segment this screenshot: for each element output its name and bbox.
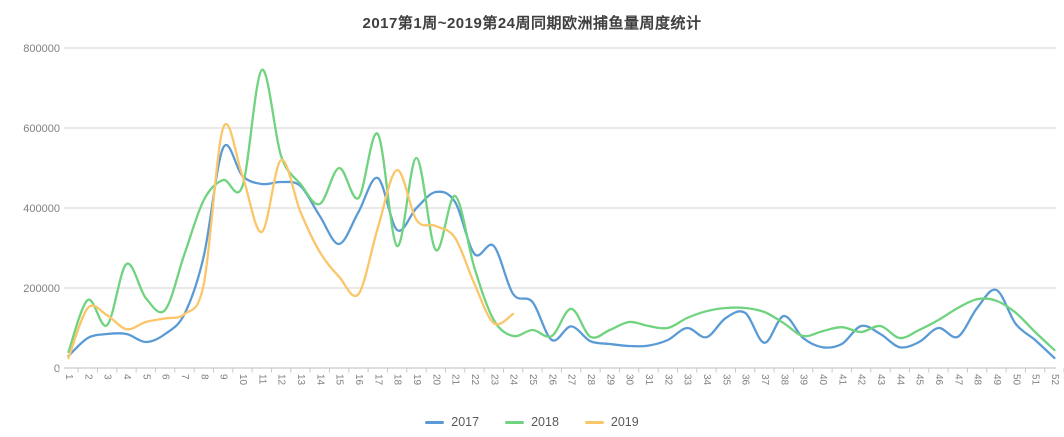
x-axis-label: 35 <box>720 374 731 386</box>
x-axis-label: 21 <box>450 374 461 386</box>
x-axis-label: 36 <box>740 374 751 386</box>
x-axis-label: 16 <box>353 374 364 386</box>
x-axis-label: 43 <box>875 374 886 386</box>
y-axis-label: 400000 <box>23 203 60 215</box>
x-axis-label: 42 <box>856 374 867 386</box>
x-axis-label: 30 <box>624 374 635 386</box>
x-axis-label: 40 <box>817 374 828 386</box>
x-axis-label: 46 <box>933 374 944 386</box>
x-axis-label: 22 <box>469 374 480 386</box>
legend: 2017 2018 2019 <box>0 415 1064 429</box>
x-axis-label: 51 <box>1030 374 1041 386</box>
x-axis-label: 1 <box>63 374 74 380</box>
y-axis-label: 0 <box>54 363 60 375</box>
x-axis-label: 24 <box>508 374 519 386</box>
legend-swatch-2017 <box>425 420 445 424</box>
x-axis-label: 20 <box>430 374 441 386</box>
x-axis-label: 39 <box>798 374 809 386</box>
x-axis-label: 7 <box>179 374 190 380</box>
x-axis-label: 4 <box>121 374 132 380</box>
x-axis-label: 27 <box>566 374 577 386</box>
x-axis-label: 26 <box>546 374 557 386</box>
y-axis-label: 600000 <box>23 123 60 135</box>
x-axis-label: 2 <box>82 374 93 380</box>
x-axis-label: 47 <box>952 374 963 386</box>
legend-label-2017: 2017 <box>451 415 480 429</box>
x-axis-label: 41 <box>836 374 847 386</box>
x-axis-label: 15 <box>334 374 345 386</box>
x-axis-label: 5 <box>140 374 151 380</box>
x-axis-label: 17 <box>372 374 383 386</box>
legend-swatch-2018 <box>505 420 525 424</box>
x-axis-label: 45 <box>914 374 925 386</box>
x-axis-label: 19 <box>411 374 422 386</box>
x-axis-label: 13 <box>295 374 306 386</box>
x-axis-label: 18 <box>392 374 403 386</box>
x-axis-label: 10 <box>237 374 248 386</box>
x-axis-label: 14 <box>314 374 325 386</box>
chart-title: 2017第1周~2019第24周同期欧洲捕鱼量周度统计 <box>362 15 702 32</box>
x-axis-label: 9 <box>218 374 229 380</box>
y-axis-label: 200000 <box>23 283 60 295</box>
x-axis-label: 44 <box>894 374 905 386</box>
x-axis-label: 8 <box>198 374 209 380</box>
x-axis-label: 3 <box>102 374 113 380</box>
legend-item-2018: 2018 <box>505 415 559 429</box>
x-axis-label: 6 <box>160 374 171 380</box>
legend-item-2019: 2019 <box>584 415 639 429</box>
legend-label-2018: 2018 <box>531 415 559 429</box>
x-axis-label: 32 <box>662 374 673 386</box>
x-axis-label: 50 <box>1010 374 1021 386</box>
x-axis-label: 28 <box>585 374 596 386</box>
x-axis-label: 34 <box>701 374 712 386</box>
x-axis-label: 37 <box>759 374 770 386</box>
series-2019-line <box>67 123 515 360</box>
x-axis-label: 25 <box>527 374 538 386</box>
legend-swatch-2019 <box>584 420 604 424</box>
x-axis-label: 11 <box>256 374 267 385</box>
series-2017-line <box>67 143 1056 360</box>
x-axis-label: 48 <box>972 374 983 386</box>
x-axis-label: 12 <box>276 374 287 386</box>
x-axis-label: 33 <box>682 374 693 386</box>
x-axis-label: 23 <box>488 374 499 386</box>
y-axis-label: 800000 <box>23 43 60 55</box>
legend-item-2017: 2017 <box>425 415 479 429</box>
series-2018-line <box>67 68 1056 354</box>
x-axis-label: 52 <box>1049 374 1060 386</box>
legend-label-2019: 2019 <box>610 415 639 429</box>
x-axis-label: 49 <box>991 374 1002 386</box>
x-axis-label: 29 <box>604 374 615 386</box>
x-axis-label: 31 <box>643 374 654 386</box>
x-axis-label: 38 <box>778 374 789 386</box>
